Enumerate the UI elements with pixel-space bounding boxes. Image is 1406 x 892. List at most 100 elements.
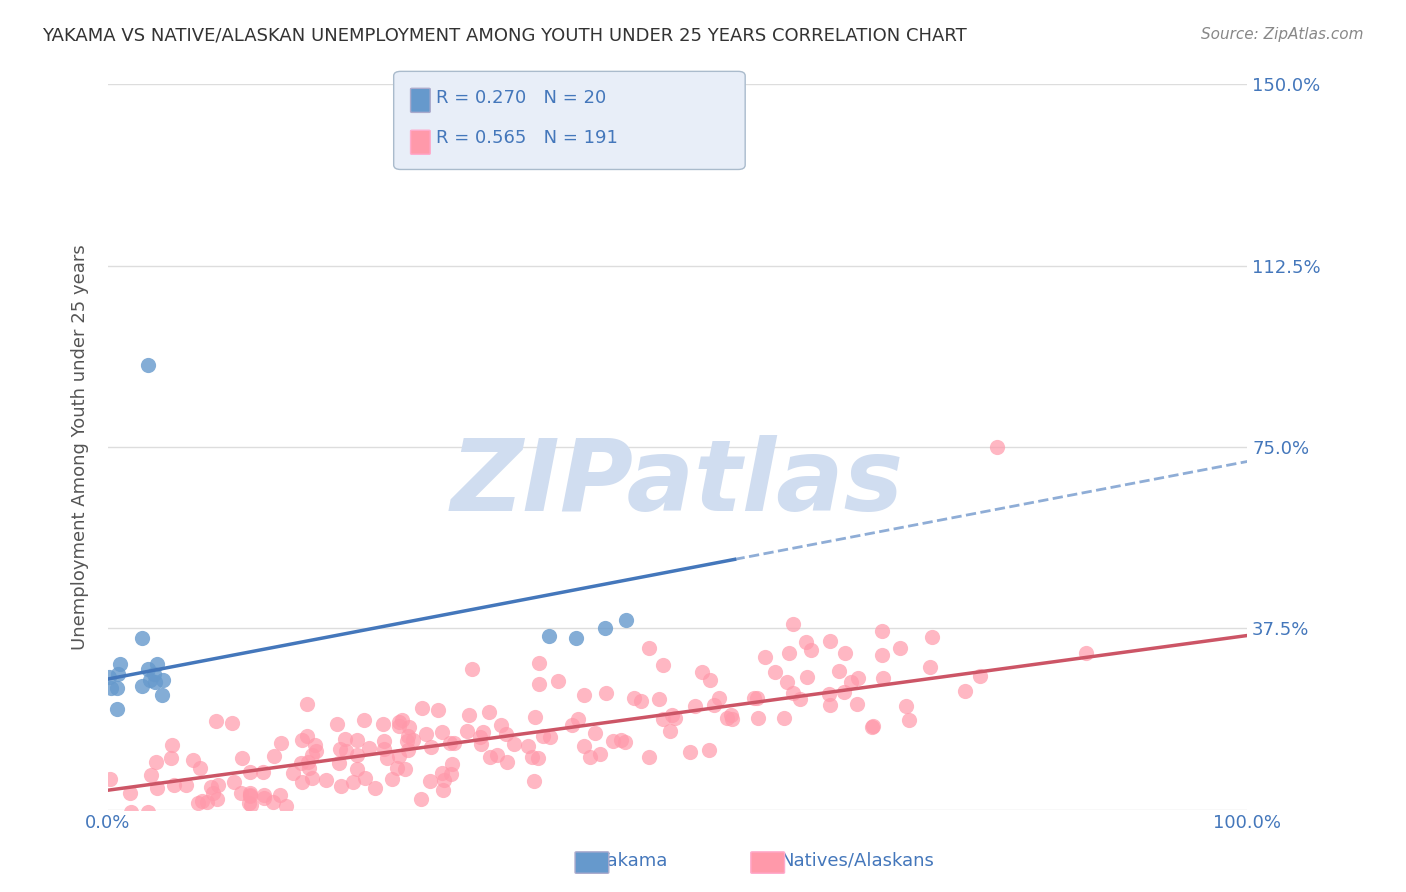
Point <box>402 732 425 747</box>
Point <box>527 677 550 691</box>
Point <box>561 717 583 731</box>
Point <box>411 792 433 806</box>
Point <box>523 710 546 724</box>
Point <box>820 698 842 712</box>
Point <box>145 675 167 690</box>
Text: R = 0.270   N = 20: R = 0.270 N = 20 <box>436 89 606 107</box>
Point <box>614 613 637 627</box>
Point <box>238 796 260 810</box>
Point <box>623 691 645 706</box>
Point <box>747 710 769 724</box>
Point <box>860 720 883 734</box>
Point <box>239 786 262 800</box>
Point <box>315 773 337 788</box>
Point <box>305 744 328 758</box>
Point <box>191 794 214 808</box>
Point <box>108 657 131 671</box>
Point <box>503 737 526 751</box>
Point <box>269 788 291 802</box>
Point <box>240 798 263 813</box>
Point <box>373 742 395 756</box>
Point <box>456 724 478 739</box>
Point <box>297 755 319 769</box>
Point <box>921 630 943 644</box>
Point <box>894 698 917 713</box>
Point <box>870 648 893 662</box>
Point <box>387 761 409 775</box>
Point <box>495 727 517 741</box>
Point <box>778 646 800 660</box>
Point <box>832 684 855 698</box>
Point <box>290 756 312 770</box>
Point <box>986 440 1008 454</box>
Point <box>661 708 683 723</box>
Point <box>139 768 162 782</box>
Point <box>239 788 262 802</box>
Point <box>699 673 721 688</box>
Point <box>589 747 612 762</box>
Point <box>181 753 204 767</box>
Point <box>304 738 326 752</box>
Point <box>709 691 731 706</box>
Point <box>221 716 243 731</box>
Point <box>354 771 377 785</box>
Point <box>281 765 304 780</box>
Point <box>527 751 550 765</box>
Point <box>531 729 554 743</box>
Point <box>207 778 229 792</box>
Point <box>613 734 636 748</box>
Point <box>432 783 454 797</box>
Point <box>146 781 169 796</box>
Text: Natives/Alaskans: Natives/Alaskans <box>780 852 935 870</box>
Point <box>470 737 492 751</box>
Point <box>742 690 765 705</box>
Text: YAKAMA VS NATIVE/ALASKAN UNEMPLOYMENT AMONG YOUTH UNDER 25 YEARS CORRELATION CHA: YAKAMA VS NATIVE/ALASKAN UNEMPLOYMENT AM… <box>42 27 967 45</box>
Point <box>274 799 297 814</box>
Point <box>231 751 253 765</box>
Point <box>346 762 368 776</box>
Point <box>969 668 991 682</box>
Point <box>364 781 387 796</box>
Point <box>398 742 420 756</box>
Point <box>394 762 416 776</box>
Point <box>818 633 841 648</box>
Point <box>297 697 319 711</box>
Point <box>388 719 411 733</box>
Point <box>152 673 174 687</box>
Point <box>301 771 323 785</box>
Point <box>651 713 673 727</box>
Point <box>637 641 659 656</box>
Point <box>388 715 411 730</box>
Point <box>789 692 811 706</box>
Point <box>567 712 589 726</box>
Point <box>270 736 292 750</box>
Point <box>763 665 786 680</box>
Point <box>357 740 380 755</box>
Point <box>346 747 368 762</box>
Point <box>720 707 742 722</box>
Y-axis label: Unemployment Among Youth under 25 years: Unemployment Among Youth under 25 years <box>72 244 89 650</box>
Point <box>538 730 561 744</box>
Point <box>291 733 314 747</box>
Point <box>195 795 218 809</box>
Point <box>782 616 804 631</box>
Point <box>703 698 725 712</box>
Point <box>443 736 465 750</box>
Point <box>353 713 375 727</box>
Point <box>441 757 464 772</box>
Point <box>574 739 596 753</box>
Point <box>659 724 682 739</box>
Point <box>174 778 197 792</box>
Point <box>745 690 768 705</box>
Point <box>433 772 456 787</box>
Point <box>440 766 463 780</box>
Point <box>301 748 323 763</box>
Point <box>131 631 153 645</box>
Point <box>174 812 197 826</box>
Point <box>898 713 921 727</box>
Point <box>537 629 560 643</box>
Point <box>572 688 595 702</box>
Point <box>547 673 569 688</box>
Point <box>335 744 357 758</box>
Point <box>328 742 350 756</box>
